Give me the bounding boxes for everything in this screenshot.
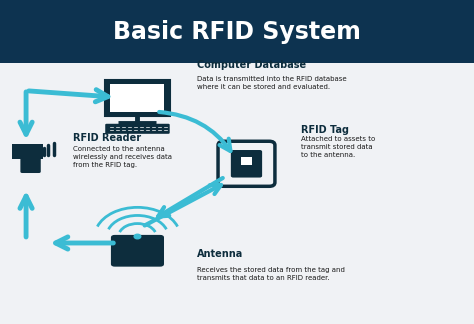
Circle shape — [134, 234, 141, 239]
Text: RFID Tag: RFID Tag — [301, 125, 349, 134]
PathPatch shape — [12, 144, 43, 159]
FancyBboxPatch shape — [105, 80, 170, 116]
Text: RFID Reader: RFID Reader — [73, 133, 142, 143]
FancyBboxPatch shape — [241, 157, 252, 165]
Text: Basic RFID System: Basic RFID System — [113, 19, 361, 44]
FancyBboxPatch shape — [20, 156, 41, 173]
Text: Antenna: Antenna — [197, 249, 243, 259]
Text: Receives the stored data from the tag and
transmits that data to an RFID reader.: Receives the stored data from the tag an… — [197, 267, 345, 281]
Text: Data is transmitted into the RFID database
where it can be stored and evaluated.: Data is transmitted into the RFID databa… — [197, 75, 346, 90]
FancyBboxPatch shape — [0, 0, 474, 63]
FancyBboxPatch shape — [111, 235, 164, 267]
FancyBboxPatch shape — [110, 84, 164, 112]
Text: Attached to assets to
transmit stored data
to the antenna.: Attached to assets to transmit stored da… — [301, 136, 375, 158]
FancyBboxPatch shape — [231, 150, 262, 178]
FancyBboxPatch shape — [105, 124, 170, 134]
Text: Computer Database: Computer Database — [197, 60, 306, 70]
Text: Connected to the antenna
wirelessly and receives data
from the RFID tag.: Connected to the antenna wirelessly and … — [73, 146, 173, 168]
